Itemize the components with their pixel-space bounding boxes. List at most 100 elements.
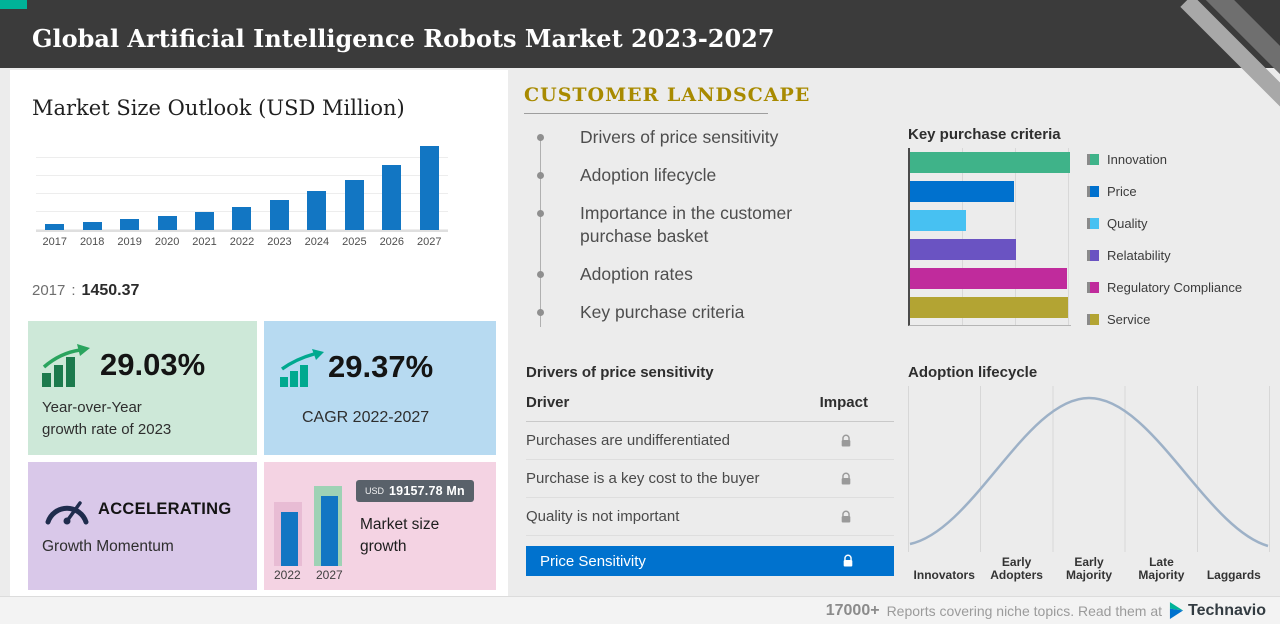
impact-lock (838, 433, 854, 449)
market-bar-column (336, 180, 373, 230)
momentum-value: ACCELERATING (98, 500, 232, 518)
timeline-item: Importance in the customer purchase bask… (524, 202, 834, 248)
trend-arrow-icon (280, 349, 324, 387)
market-year-label: 2027 (417, 236, 442, 248)
brand-name: Technavio (1188, 601, 1266, 619)
customer-landscape-list: Drivers of price sensitivity Adoption lif… (524, 126, 834, 339)
driver-row: Quality is not important (526, 498, 894, 536)
yoy-value: 29.03% (100, 347, 206, 382)
market-bar-column (186, 212, 223, 230)
market-bar (157, 216, 177, 230)
criteria-bar-relatability (910, 239, 1016, 260)
customer-landscape-title: CUSTOMER LANDSCAPE (524, 84, 811, 106)
growth-label: Market size growth (360, 516, 440, 555)
market-year-label: 2025 (342, 236, 367, 248)
currency-label: USD (365, 486, 385, 496)
criteria-bar-quality (910, 210, 966, 231)
price-sensitivity-table: Driver Impact Purchases are undifferenti… (526, 392, 894, 576)
yoy-label: Year-over-Year growth rate of 2023 (42, 397, 171, 441)
market-bar (232, 207, 252, 230)
market-bar (82, 222, 102, 230)
lock-icon (841, 510, 851, 522)
driver-row: Purchases are undifferentiated (526, 422, 894, 460)
market-size-x-labels: 2017 2018 2019 2020 2021 2022 2023 2024 2025 2026… (36, 236, 448, 248)
market-year-label: 2023 (267, 236, 292, 248)
base-year-value: 1450.37 (81, 282, 140, 299)
legend-label: Relatability (1107, 248, 1171, 263)
legend-label: Price (1107, 184, 1137, 199)
adoption-stage-label: Late Majority (1138, 555, 1185, 582)
customer-landscape-underline (524, 113, 768, 114)
timeline-item: Key purchase criteria (524, 301, 834, 324)
market-bar (45, 224, 65, 230)
market-bar (382, 165, 402, 230)
adoption-lifecycle-title: Adoption lifecycle (908, 364, 1038, 381)
yoy-label-line1: Year-over-Year (42, 399, 142, 416)
market-size-title: Market Size Outlook (USD Million) (32, 96, 405, 120)
impact-lock (838, 471, 854, 487)
market-year-label: 2026 (379, 236, 405, 248)
market-bar-column (373, 165, 410, 230)
market-bar (419, 146, 439, 230)
footer-bar: 17000+ Reports covering niche topics. Re… (0, 596, 1280, 624)
accent-mark (0, 0, 27, 9)
legend-label: Regulatory Compliance (1107, 280, 1243, 295)
key-purchase-chart (908, 148, 1071, 326)
legend-item: Price (1087, 184, 1242, 199)
price-sensitivity-label: Price Sensitivity (540, 552, 646, 570)
market-bar-column (411, 146, 448, 230)
legend-marker-icon (1087, 314, 1099, 325)
market-size-chart (36, 140, 448, 232)
criteria-bar-service (910, 297, 1068, 318)
timeline-item: Drivers of price sensitivity (524, 126, 834, 149)
legend-label: Innovation (1107, 152, 1167, 167)
adoption-stage-label: Innovators (913, 568, 975, 582)
market-year-label: 2019 (117, 236, 142, 248)
header-bar: Global Artificial Intelligence Robots Ma… (0, 0, 1280, 128)
legend-marker-icon (1087, 250, 1099, 261)
market-bar-column (223, 207, 260, 230)
criteria-bar-regulatory-compliance (910, 268, 1067, 289)
market-bar (120, 219, 140, 230)
base-year-note: 2017:1450.37 (32, 282, 139, 300)
criteria-bar-price (910, 181, 1014, 202)
market-bar-column (298, 191, 335, 230)
growth-amount: 19157.78 Mn (389, 484, 465, 498)
market-size-growth-card: 2022 2027 USD 19157.78 Mn Market size gr… (264, 462, 496, 590)
market-year-label: 2024 (304, 236, 330, 248)
legend-marker-icon (1087, 154, 1099, 165)
legend-marker-icon (1087, 218, 1099, 229)
cagr-card: 29.37% CAGR 2022-2027 (264, 321, 496, 455)
key-purchase-legend: Innovation Price Quality Relatability Regula… (1087, 152, 1242, 344)
market-bar (344, 180, 364, 230)
market-bar (269, 200, 289, 230)
corner-ribbons (1160, 0, 1280, 128)
footer-text: Reports covering niche topics. Read them… (886, 602, 1163, 619)
timeline-item: Adoption lifecycle (524, 164, 834, 187)
legend-item: Innovation (1087, 152, 1242, 167)
report-count: 17000+ (825, 601, 880, 619)
cagr-value: 29.37% (328, 349, 434, 384)
criteria-bar-innovation (910, 152, 1070, 173)
driver-row: Purchase is a key cost to the buyer (526, 460, 894, 498)
mini-chart-year-start: 2022 (274, 568, 301, 582)
adoption-stage-label: Early Adopters (990, 555, 1043, 582)
price-sensitivity-title: Drivers of price sensitivity (526, 364, 714, 381)
speedometer-icon (45, 501, 89, 525)
technavio-logo[interactable]: Technavio (1169, 602, 1266, 620)
timeline-item: Adoption rates (524, 263, 834, 286)
market-bar-column (261, 200, 298, 230)
key-purchase-title: Key purchase criteria (908, 126, 1061, 143)
legend-item: Quality (1087, 216, 1242, 231)
market-bar-column (148, 216, 185, 230)
adoption-stage-label: Laggards (1206, 568, 1261, 582)
column-header-impact: Impact (819, 394, 868, 411)
yoy-growth-card: 29.03% Year-over-Year growth rate of 202… (28, 321, 257, 455)
driver-label: Purchases are undifferentiated (526, 432, 731, 449)
impact-lock (838, 509, 854, 525)
market-bar (195, 212, 215, 230)
market-bar (307, 191, 327, 230)
driver-label: Quality is not important (526, 508, 680, 525)
market-year-label: 2021 (192, 236, 217, 248)
yoy-label-line2: growth rate of 2023 (42, 421, 172, 438)
